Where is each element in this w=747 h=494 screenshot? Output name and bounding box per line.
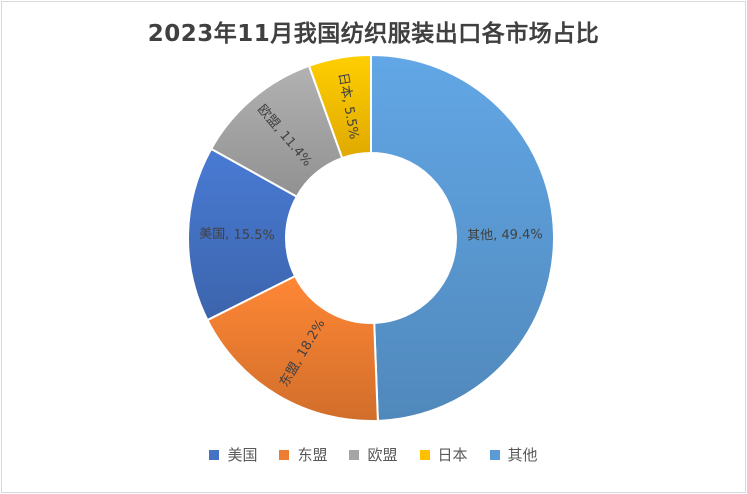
- legend-swatch: [419, 449, 430, 460]
- legend-label: 美国: [227, 446, 258, 464]
- slice-其他: [370, 53, 555, 422]
- legend-item-其他: 其他: [489, 444, 538, 465]
- legend-item-美国: 美国: [209, 444, 257, 465]
- chart-title: 2023年11月我国纺织服装出口各市场占比: [147, 21, 600, 47]
- legend-item-日本: 日本: [419, 444, 468, 465]
- legend-label: 日本: [437, 446, 468, 464]
- legend-label: 东盟: [297, 446, 328, 464]
- data-label-美国: 美国, 15.5%: [199, 227, 275, 244]
- legend-item-东盟: 东盟: [279, 444, 327, 465]
- legend-swatch: [489, 449, 500, 460]
- data-label-其他: 其他, 49.4%: [467, 227, 543, 243]
- slice-东盟: [206, 274, 379, 422]
- legend-swatch: [209, 449, 220, 460]
- slice-美国: [187, 147, 299, 322]
- legend-item-欧盟: 欧盟: [349, 444, 398, 465]
- legend-label: 欧盟: [367, 446, 398, 464]
- legend-label: 其他: [507, 446, 538, 464]
- slice-日本: [307, 53, 372, 160]
- legend-swatch: [349, 449, 360, 460]
- legend-swatch: [279, 449, 290, 460]
- legend: 美国 东盟 欧盟 日本 其他: [0, 444, 747, 465]
